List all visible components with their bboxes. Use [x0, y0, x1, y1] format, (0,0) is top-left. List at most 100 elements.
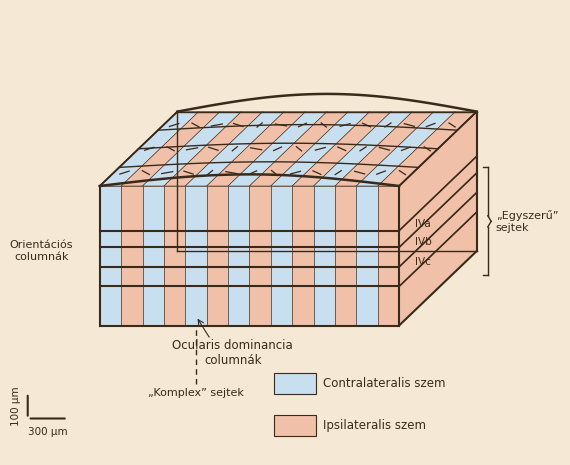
Bar: [378, 247, 399, 267]
Bar: [228, 231, 250, 247]
Bar: [335, 267, 356, 286]
Bar: [207, 286, 228, 326]
Bar: [228, 247, 250, 267]
Polygon shape: [356, 112, 455, 186]
Text: 300 μm: 300 μm: [28, 427, 67, 437]
Bar: [121, 286, 142, 326]
Bar: [185, 247, 207, 267]
Bar: [228, 267, 250, 286]
Polygon shape: [228, 112, 327, 186]
Bar: [207, 267, 228, 286]
Text: „Komplex” sejtek: „Komplex” sejtek: [148, 388, 244, 399]
Polygon shape: [335, 112, 434, 186]
Bar: [271, 267, 292, 286]
Polygon shape: [207, 112, 306, 186]
Text: IVb: IVb: [414, 237, 431, 247]
Bar: [100, 186, 121, 231]
Bar: [142, 286, 164, 326]
Bar: [142, 267, 164, 286]
Bar: [356, 286, 378, 326]
Bar: [250, 247, 271, 267]
Bar: [314, 267, 335, 286]
Bar: [292, 247, 314, 267]
Bar: [164, 247, 185, 267]
Bar: [228, 286, 250, 326]
Polygon shape: [121, 112, 220, 186]
Bar: [356, 247, 378, 267]
Polygon shape: [399, 156, 477, 247]
Bar: [142, 186, 164, 231]
Bar: [250, 286, 271, 326]
Bar: [274, 373, 316, 394]
Bar: [335, 186, 356, 231]
Bar: [100, 247, 121, 267]
Bar: [335, 231, 356, 247]
Bar: [185, 186, 207, 231]
Bar: [314, 186, 335, 231]
Bar: [121, 247, 142, 267]
Polygon shape: [399, 112, 477, 231]
Text: IVc: IVc: [414, 257, 430, 267]
Bar: [314, 286, 335, 326]
Polygon shape: [164, 112, 263, 186]
Bar: [271, 231, 292, 247]
Bar: [271, 186, 292, 231]
Bar: [335, 286, 356, 326]
Text: 100 μm: 100 μm: [10, 386, 21, 425]
Bar: [250, 186, 271, 231]
Bar: [292, 267, 314, 286]
Bar: [207, 186, 228, 231]
Bar: [356, 231, 378, 247]
Polygon shape: [399, 173, 477, 267]
Bar: [100, 231, 121, 247]
Text: Ipsilateralis szem: Ipsilateralis szem: [323, 419, 426, 432]
Bar: [121, 186, 142, 231]
Bar: [378, 231, 399, 247]
Bar: [207, 231, 228, 247]
Bar: [142, 247, 164, 267]
Text: Ocularis dominancia
columnák: Ocularis dominancia columnák: [173, 339, 293, 367]
Bar: [185, 231, 207, 247]
Polygon shape: [250, 112, 348, 186]
Polygon shape: [100, 112, 199, 186]
Text: Orientációs
columnák: Orientációs columnák: [10, 240, 74, 262]
Text: „Egyszerű”
sejtek: „Egyszerű” sejtek: [495, 210, 558, 232]
Bar: [121, 231, 142, 247]
Polygon shape: [314, 112, 413, 186]
Bar: [335, 247, 356, 267]
Bar: [121, 267, 142, 286]
Polygon shape: [185, 112, 284, 186]
Bar: [185, 286, 207, 326]
Bar: [378, 267, 399, 286]
Polygon shape: [142, 112, 242, 186]
Bar: [292, 231, 314, 247]
Polygon shape: [399, 212, 477, 326]
Bar: [185, 267, 207, 286]
Text: IVa: IVa: [414, 219, 430, 229]
Bar: [164, 286, 185, 326]
Bar: [164, 186, 185, 231]
Bar: [314, 247, 335, 267]
Bar: [274, 415, 316, 436]
Bar: [100, 267, 121, 286]
Bar: [314, 231, 335, 247]
Bar: [164, 267, 185, 286]
Polygon shape: [399, 193, 477, 286]
Polygon shape: [378, 112, 477, 186]
Bar: [164, 231, 185, 247]
Bar: [356, 267, 378, 286]
Bar: [228, 186, 250, 231]
Bar: [271, 286, 292, 326]
Bar: [250, 267, 271, 286]
Polygon shape: [292, 112, 391, 186]
Bar: [292, 286, 314, 326]
Polygon shape: [271, 112, 370, 186]
Bar: [142, 231, 164, 247]
Bar: [207, 247, 228, 267]
Bar: [250, 231, 271, 247]
Bar: [271, 247, 292, 267]
Bar: [356, 186, 378, 231]
Bar: [292, 186, 314, 231]
Bar: [378, 286, 399, 326]
Text: Contralateralis szem: Contralateralis szem: [323, 377, 445, 390]
